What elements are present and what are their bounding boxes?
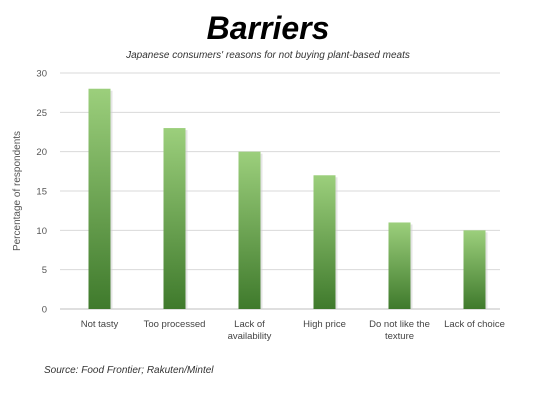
y-tick-label: 0 (42, 305, 47, 316)
bar (313, 175, 336, 309)
y-tick-label: 20 (36, 147, 47, 158)
y-tick-label: 10 (36, 226, 47, 237)
x-tick-label: Lack of availability (228, 319, 272, 342)
x-tick-label: Not tasty (81, 319, 119, 330)
bar (463, 230, 486, 309)
chart-title: Barriers (206, 10, 330, 46)
y-tick-label: 5 (42, 265, 47, 276)
y-tick-label: 30 (36, 69, 47, 80)
bar (388, 222, 411, 309)
chart-subtitle: Japanese consumers' reasons for not buyi… (126, 50, 410, 61)
x-tick-label: Too processed (144, 319, 206, 330)
source-note: Source: Food Frontier; Rakuten/Mintel (44, 365, 214, 376)
y-tick-label: 15 (36, 187, 47, 198)
x-tick-label: Lack of choice (444, 319, 505, 330)
y-axis-label: Percentage of respondents (12, 131, 23, 251)
y-tick-label: 25 (36, 108, 47, 119)
bar (238, 151, 261, 309)
x-tick-label: Do not like the texture (369, 319, 430, 342)
bar (88, 88, 111, 309)
x-tick-label: High price (303, 319, 346, 330)
bar (163, 128, 186, 309)
